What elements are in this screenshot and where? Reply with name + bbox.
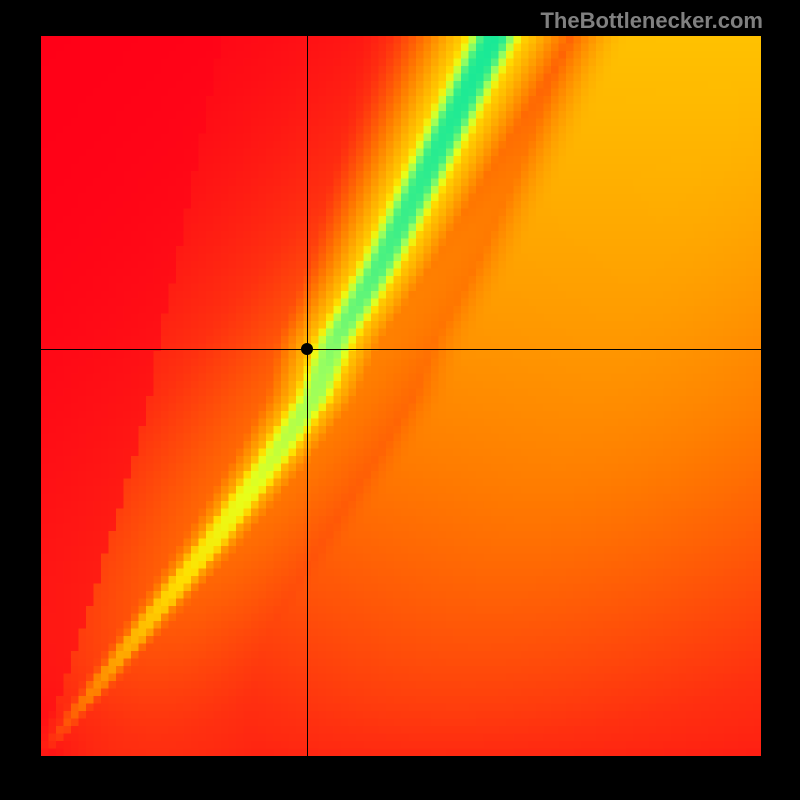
viewport: TheBottlenecker.com — [0, 0, 800, 800]
crosshair-vertical — [307, 36, 308, 756]
watermark-text: TheBottlenecker.com — [540, 8, 763, 34]
heatmap-canvas — [41, 36, 761, 756]
heatmap-chart — [41, 36, 761, 756]
crosshair-dot — [301, 343, 313, 355]
crosshair-horizontal — [41, 349, 761, 350]
